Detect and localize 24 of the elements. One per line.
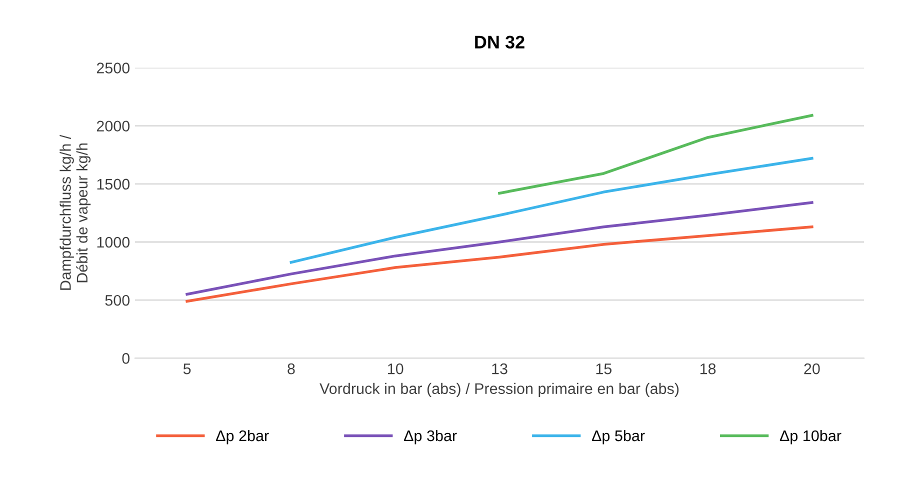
- y-tick-label: 1500: [97, 178, 130, 190]
- x-tick-label: 18: [700, 363, 716, 374]
- line-series: [186, 226, 814, 303]
- x-tick-label: 20: [804, 363, 820, 374]
- line-series: [186, 201, 814, 296]
- legend-label: Δp 2bar: [216, 430, 269, 444]
- line-series: [290, 156, 814, 264]
- y-tick-label: 2000: [96, 120, 130, 132]
- legend-label: Δp 5bar: [592, 430, 645, 444]
- line-series: [498, 114, 814, 195]
- y-tick-label: 500: [105, 294, 130, 306]
- x-tick-label: 8: [288, 363, 295, 374]
- y-tick-label: 0: [122, 353, 130, 364]
- y-tick-label: 2500: [96, 62, 130, 74]
- x-tick-label: 10: [388, 363, 404, 374]
- x-axis-title: Vordruck in bar (abs) / Pression primaire en bar (abs): [320, 382, 679, 398]
- chart-title: DN 32: [475, 36, 524, 49]
- legend-label: Δp 10bar: [780, 430, 842, 444]
- y-tick-label: 1000: [97, 236, 130, 248]
- x-tick-label: 13: [492, 363, 508, 374]
- x-tick-label: 5: [183, 364, 191, 374]
- x-tick-label: 15: [596, 364, 612, 374]
- legend-label: Δp 3bar: [404, 430, 457, 444]
- y-axis-title: Dampfdurchfluss kg/h / Débit de vapeur kg/h: [60, 134, 91, 290]
